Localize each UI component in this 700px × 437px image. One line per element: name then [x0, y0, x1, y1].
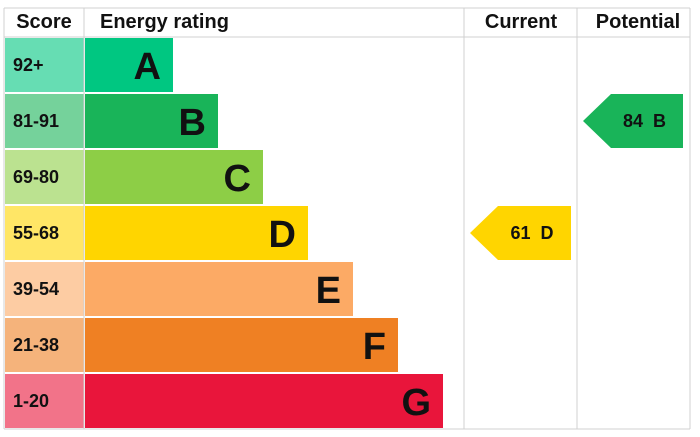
score-label: 55-68 [13, 223, 59, 243]
score-label: 1-20 [13, 391, 49, 411]
rating-letter: G [401, 382, 431, 424]
rating-letter: B [179, 102, 206, 144]
score-label: 21-38 [13, 335, 59, 355]
rating-bar [85, 94, 218, 148]
rating-letter: D [269, 214, 296, 256]
header-score: Score [16, 11, 72, 33]
score-cell [5, 374, 84, 428]
score-cell [5, 262, 84, 316]
score-label: 39-54 [13, 279, 59, 299]
rating-bar [85, 262, 353, 316]
current-arrow [470, 206, 571, 260]
score-label: 69-80 [13, 167, 59, 187]
rating-letter: A [134, 46, 161, 88]
header-potential: Potential [596, 11, 680, 33]
score-label: 81-91 [13, 111, 59, 131]
score-cell [5, 206, 84, 260]
score-cell [5, 318, 84, 372]
rating-bar [85, 318, 398, 372]
current-value: 61 [510, 223, 530, 243]
header-rating: Energy rating [100, 11, 229, 33]
header-current: Current [485, 11, 558, 33]
rating-bar [85, 38, 173, 92]
rating-letter: C [224, 158, 251, 200]
rating-bar [85, 150, 263, 204]
rating-letter: E [316, 270, 341, 312]
current-band: D [541, 223, 554, 243]
potential-arrow [583, 94, 683, 148]
score-cell [5, 38, 84, 92]
potential-value: 84 [623, 111, 643, 131]
rating-letter: F [363, 326, 386, 368]
score-cell [5, 94, 84, 148]
score-cell [5, 150, 84, 204]
potential-band: B [653, 111, 666, 131]
rating-bar [85, 206, 308, 260]
score-label: 92+ [13, 55, 44, 75]
rating-bar [85, 374, 443, 428]
